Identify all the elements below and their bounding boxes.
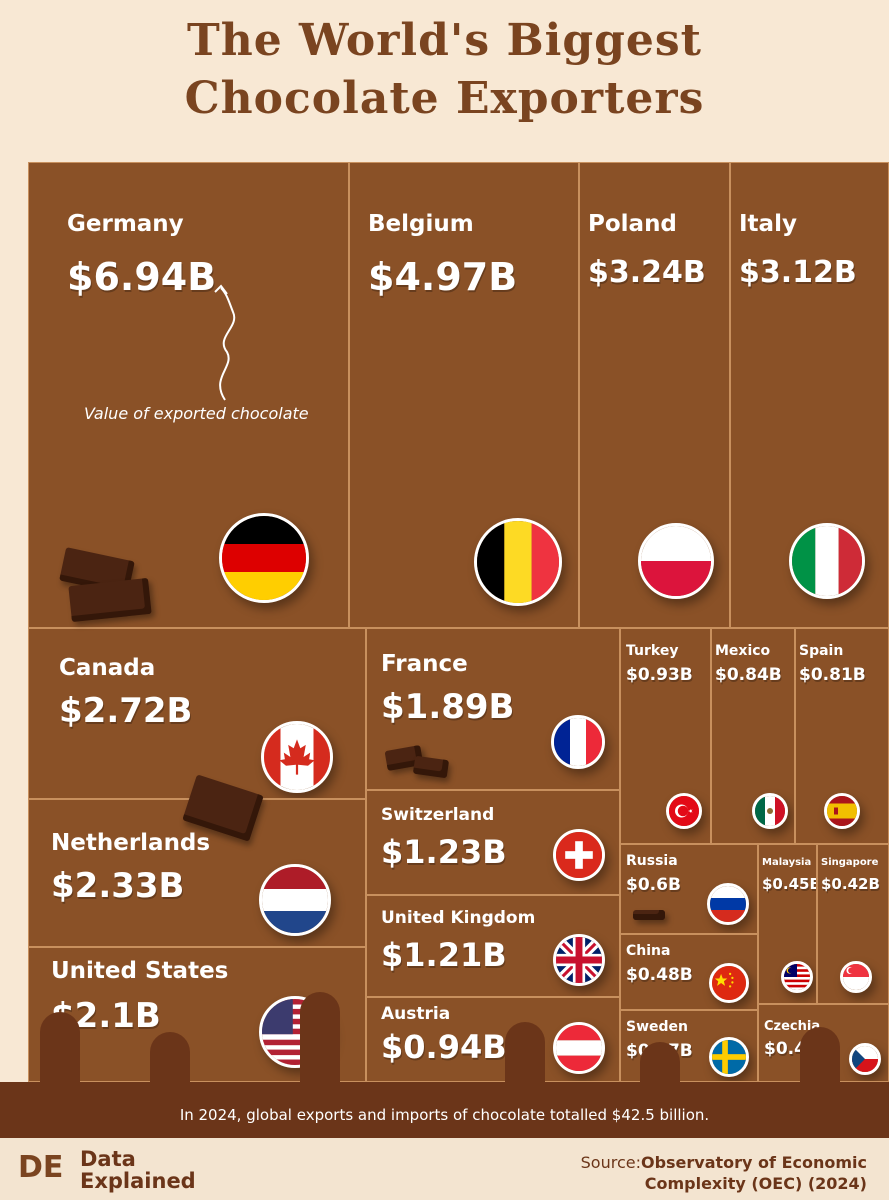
annotation-arrow-icon: [214, 284, 236, 401]
drip-shape: [800, 1027, 840, 1082]
brand-line-1: Data: [80, 1147, 136, 1171]
country-name: Austria: [381, 1004, 451, 1024]
export-value: $1.21B: [381, 936, 507, 974]
export-value: $2.72B: [59, 691, 193, 731]
tile-singapore: Singapore $0.42B: [817, 844, 889, 1004]
austria-flag-icon: [553, 1022, 605, 1074]
country-name: Netherlands: [51, 830, 211, 856]
sweden-flag-icon: [709, 1037, 749, 1077]
drip-shape: [640, 1042, 680, 1082]
country-name: Mexico: [715, 643, 771, 659]
country-name: Turkey: [626, 643, 679, 659]
country-name: Canada: [59, 655, 156, 681]
chocolate-drip-band: [0, 992, 889, 1138]
drip-shape: [300, 992, 340, 1082]
export-value: $2.33B: [51, 866, 185, 906]
country-name: Switzerland: [381, 805, 495, 825]
source-line-2: Complexity (OEC) (2024): [644, 1174, 867, 1193]
tile-turkey: Turkey $0.93B: [620, 628, 711, 844]
netherlands-flag-icon: [259, 864, 331, 936]
summary-text: In 2024, global exports and imports of c…: [179, 1106, 710, 1124]
export-value: $0.6B: [626, 875, 681, 895]
singapore-flag-icon: [840, 961, 872, 993]
country-name: Germany: [67, 211, 184, 237]
country-name: Italy: [739, 211, 797, 237]
drip-shape: [150, 1032, 190, 1082]
export-value: $0.81B: [799, 665, 866, 685]
switzerland-flag-icon: [553, 829, 605, 881]
canada-flag-icon: [261, 721, 333, 793]
chart-title: The World's Biggest Chocolate Exporters: [0, 12, 889, 128]
mexico-flag-icon: [752, 793, 788, 829]
cocoa-bean-icon: [633, 910, 665, 920]
title-line-2: Chocolate Exporters: [184, 73, 705, 124]
value-annotation: Value of exported chocolate: [84, 404, 309, 423]
tile-canada: Canada $2.72B: [28, 628, 366, 799]
belgium-flag-icon: [474, 518, 562, 606]
country-name: Czechia: [764, 1019, 821, 1034]
title-line-1: The World's Biggest: [187, 15, 702, 66]
country-name: China: [626, 943, 671, 959]
country-name: Malaysia: [762, 857, 812, 868]
country-name: Belgium: [368, 211, 474, 237]
country-name: United States: [51, 958, 229, 984]
export-value: $0.45B: [762, 875, 817, 893]
export-value: $1.89B: [381, 687, 515, 727]
export-value: $1.23B: [381, 833, 507, 871]
poland-flag-icon: [638, 523, 714, 599]
export-value: $0.42B: [821, 875, 880, 893]
italy-flag-icon: [789, 523, 865, 599]
tile-russia: Russia $0.6B: [620, 844, 758, 934]
tile-china: China $0.48B: [620, 934, 758, 1010]
russia-flag-icon: [707, 883, 749, 925]
tile-austria: Austria $0.94B: [366, 997, 620, 1082]
drip-shape: [505, 1022, 545, 1082]
export-value: $0.84B: [715, 665, 782, 685]
tile-malaysia: Malaysia $0.45B: [758, 844, 817, 1004]
malaysia-flag-icon: [781, 961, 813, 993]
footer: DE Data Explained Source:Observatory of …: [0, 1138, 889, 1200]
china-flag-icon: [709, 963, 749, 1003]
tile-italy: Italy $3.12B: [730, 162, 889, 628]
country-name: United Kingdom: [381, 908, 536, 928]
country-name: Singapore: [821, 857, 879, 868]
country-name: Poland: [588, 211, 677, 237]
czechia-flag-icon: [849, 1043, 881, 1075]
tile-belgium: Belgium $4.97B: [349, 162, 579, 628]
export-value: $3.12B: [739, 255, 857, 290]
export-value: $4.97B: [368, 255, 518, 299]
export-value: $6.94B: [67, 255, 217, 299]
spain-flag-icon: [824, 793, 860, 829]
country-name: France: [381, 651, 468, 677]
logo-mark: DE: [18, 1150, 64, 1185]
source-line-1: Observatory of Economic: [640, 1153, 867, 1172]
tile-switzerland: Switzerland $1.23B: [366, 790, 620, 895]
country-name: Sweden: [626, 1019, 688, 1035]
tile-sweden: Sweden$0.47B: [620, 1010, 758, 1082]
tile-united-kingdom: United Kingdom $1.21B: [366, 895, 620, 997]
export-value: $3.24B: [588, 255, 706, 290]
france-flag-icon: [551, 715, 605, 769]
source-citation: Source:Observatory of Economic Complexit…: [507, 1152, 867, 1194]
united-kingdom-flag-icon: [553, 934, 605, 986]
germany-flag-icon: [219, 513, 309, 603]
tile-poland: Poland $3.24B: [579, 162, 730, 628]
country-name: Russia: [626, 853, 678, 869]
source-label: Source:: [580, 1153, 641, 1172]
tile-mexico: Mexico $0.84B: [711, 628, 795, 844]
brand-name: Data Explained: [80, 1148, 196, 1192]
tile-spain: Spain $0.81B: [795, 628, 889, 844]
treemap: Germany $6.94B Belgium $4.97B Poland $3.24B It…: [28, 162, 889, 1082]
export-value: $0.94B: [381, 1028, 507, 1066]
brand-line-2: Explained: [80, 1169, 196, 1193]
drip-shape: [40, 1012, 80, 1082]
export-value: $0.93B: [626, 665, 693, 685]
export-value: $0.48B: [626, 965, 693, 985]
turkey-flag-icon: [666, 793, 702, 829]
brand-logo: DE: [18, 1150, 74, 1190]
country-name: Spain: [799, 643, 844, 659]
